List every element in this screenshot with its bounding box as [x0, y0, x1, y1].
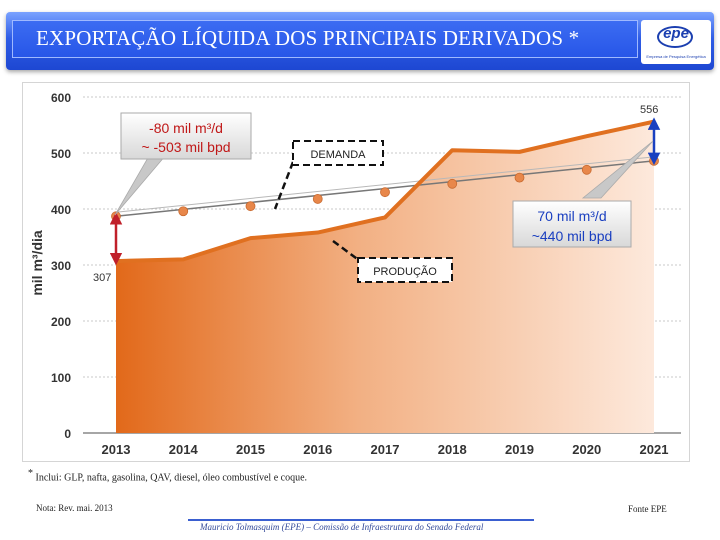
demand-point: [380, 187, 390, 198]
value-label-start: 307: [93, 272, 111, 284]
x-tick-label: 2019: [505, 442, 534, 457]
y-tick-label: 400: [51, 203, 71, 217]
x-tick-label: 2017: [371, 442, 400, 457]
y-axis-label: mil m³/dia: [29, 230, 45, 296]
demand-point: [245, 201, 256, 212]
y-tick-labels: 0 100 200 300 400 500 600: [51, 91, 71, 441]
y-tick-label: 200: [51, 315, 71, 329]
callout-left-line2: ~ -503 mil bpd: [141, 139, 230, 155]
demand-point: [514, 172, 525, 183]
footer-divider: [188, 519, 534, 521]
callout-right-box: [512, 200, 632, 248]
source-note: Fonte EPE: [628, 504, 667, 514]
demand-point: [178, 206, 189, 217]
chart-frame: 0 100 200 300 400 500 600 2013 2014 2015 2016 2017…: [22, 82, 690, 462]
callout-right-pointer: [581, 140, 654, 199]
demand-point: [447, 178, 458, 189]
callout-right-line1: 70 mil m³/d: [537, 208, 606, 224]
x-tick-label: 2018: [438, 442, 467, 457]
y-tick-label: 300: [51, 259, 71, 273]
export-chart: 0 100 200 300 400 500 600 2013 2014 2015 2016 2017…: [29, 91, 681, 457]
y-tick-label: 0: [64, 427, 71, 441]
demand-point: [581, 164, 592, 175]
demand-label-connector: [273, 161, 295, 210]
x-tick-label: 2016: [303, 442, 332, 457]
x-tick-label: 2020: [572, 442, 601, 457]
y-tick-label: 100: [51, 371, 71, 385]
footnote-mark: *: [28, 468, 33, 479]
value-label-end: 556: [640, 104, 658, 116]
slide-title: EXPORTAÇÃO LÍQUIDA DOS PRINCIPAIS DERIVA…: [36, 26, 580, 50]
footnote-text: Inclui: GLP, nafta, gasolina, QAV, diese…: [35, 472, 308, 484]
x-tick-label: 2021: [640, 442, 669, 457]
footnote: * Inclui: GLP, nafta, gasolina, QAV, die…: [28, 468, 307, 483]
callout-right-line2: ~440 mil bpd: [532, 228, 613, 244]
logo-caption: Empresa de Pesquisa Energética: [646, 54, 706, 59]
demand-point: [312, 194, 323, 204]
callout-left-box: [120, 112, 252, 160]
x-tick-label: 2015: [236, 442, 265, 457]
production-label: PRODUÇÃO: [373, 265, 437, 278]
presenter-credit: Mauricio Tolmasquim (EPE) – Comissão de …: [200, 522, 484, 532]
production-label-connector: [332, 239, 361, 263]
demand-label: DEMANDA: [310, 149, 366, 161]
demand-label-box: [292, 140, 384, 166]
x-tick-label: 2014: [169, 442, 199, 457]
logo-oval-icon: [657, 26, 693, 48]
logo-text: epe: [663, 25, 689, 42]
x-tick-label: 2013: [102, 442, 131, 457]
epe-logo: epe Empresa de Pesquisa Energética: [641, 20, 711, 64]
production-line: [115, 119, 655, 264]
demand-trend-line-shadow: [115, 156, 655, 213]
title-box: [12, 20, 638, 58]
callout-left-line1: -80 mil m³/d: [149, 120, 223, 136]
production-label-box: [357, 257, 453, 283]
y-tick-label: 500: [51, 147, 71, 161]
x-tick-labels: 2013 2014 2015 2016 2017 2018 2019 2020 2021: [102, 442, 669, 457]
revision-note: Nota: Rev. mai. 2013: [36, 503, 113, 513]
y-tick-label: 600: [51, 91, 71, 105]
